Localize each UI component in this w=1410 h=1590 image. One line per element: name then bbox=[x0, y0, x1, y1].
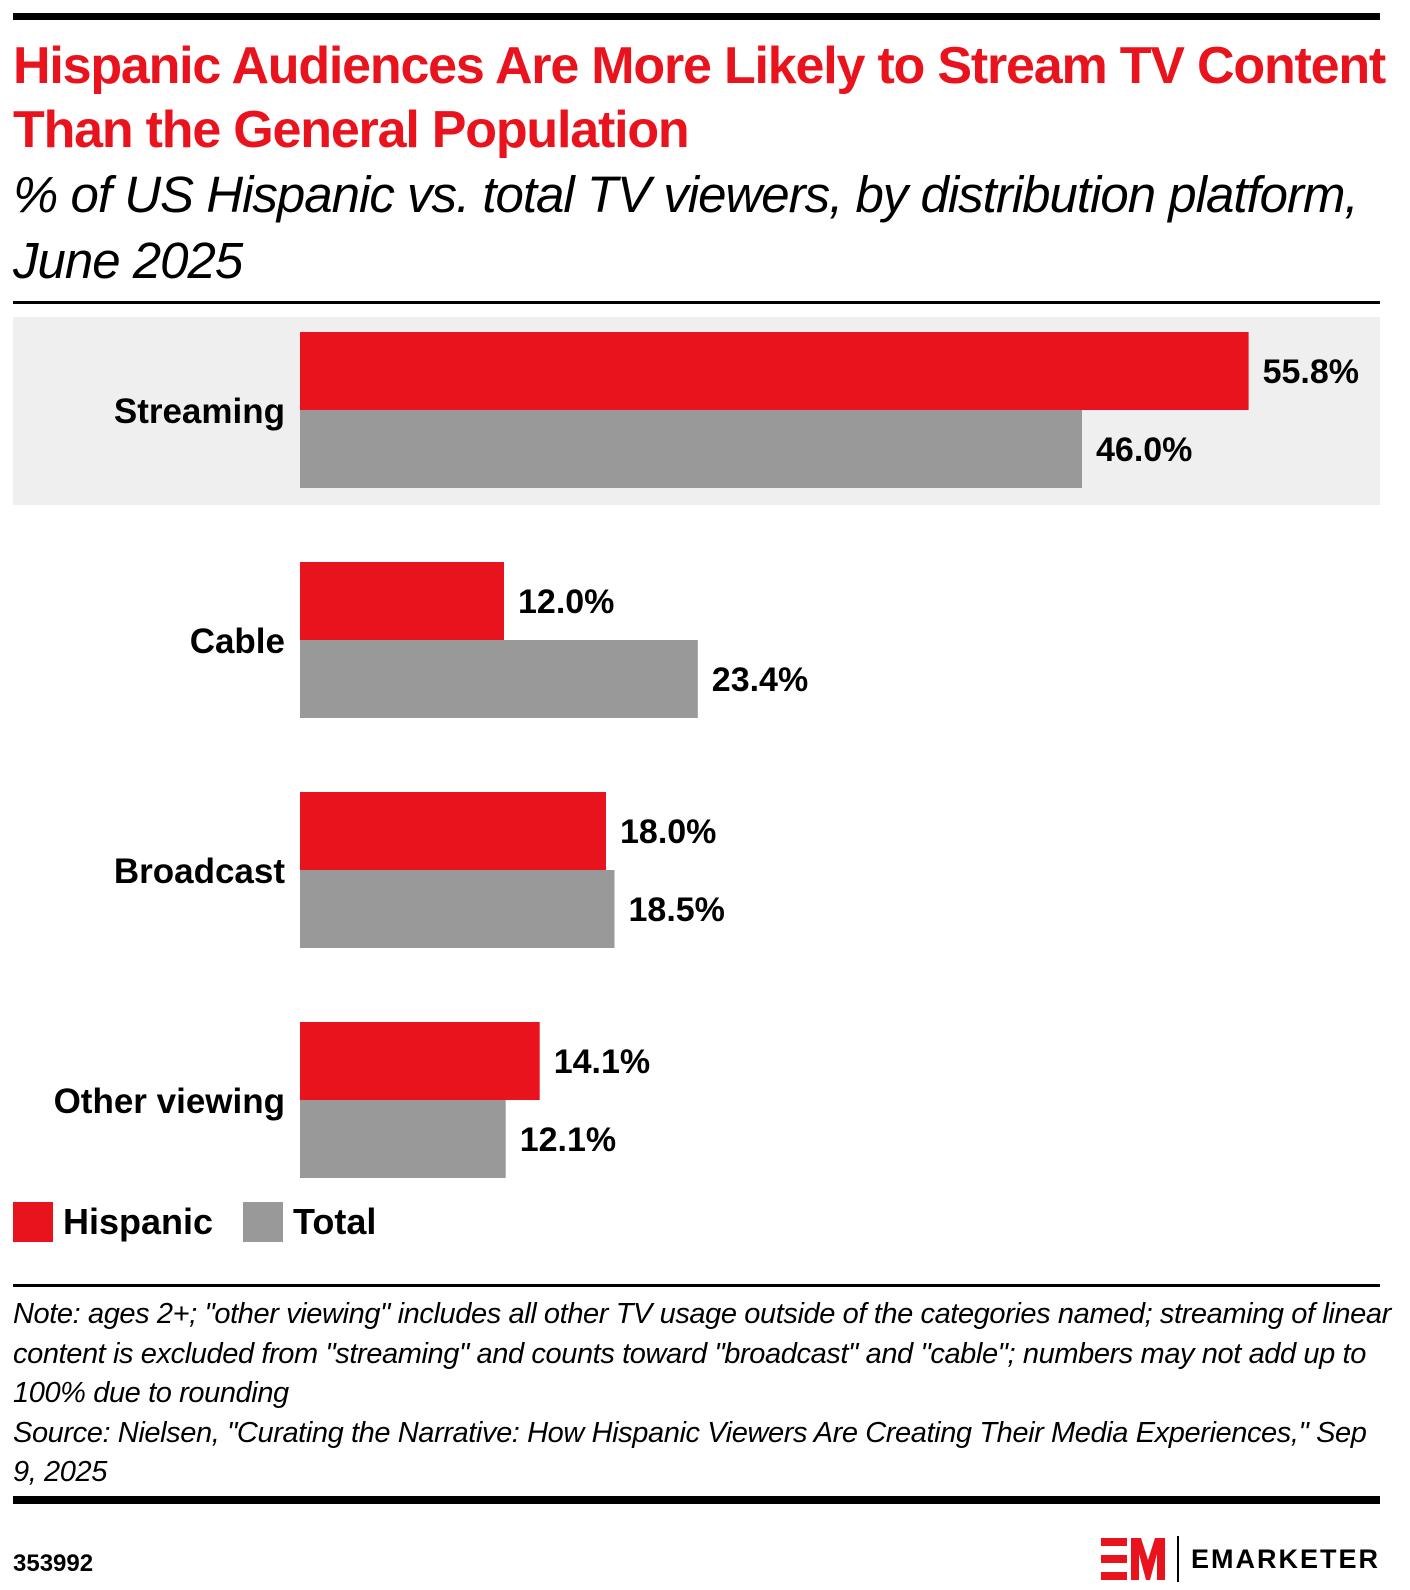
legend: Hispanic Total bbox=[13, 1201, 406, 1243]
em-logo-icon bbox=[1100, 1538, 1165, 1580]
chart-subtitle: % of US Hispanic vs. total TV viewers, b… bbox=[13, 166, 1359, 289]
legend-item-hispanic: Hispanic bbox=[13, 1201, 213, 1243]
bar-total-streaming bbox=[300, 410, 1082, 488]
data-label: 14.1% bbox=[554, 1043, 650, 1081]
category-label: Other viewing bbox=[54, 1082, 285, 1121]
data-label: 23.4% bbox=[712, 661, 808, 699]
footnote: Note: ages 2+; "other viewing" includes … bbox=[13, 1295, 1393, 1493]
brand-separator bbox=[1176, 1536, 1179, 1582]
bar-hispanic-cable bbox=[300, 562, 504, 640]
bar-hispanic-streaming bbox=[300, 332, 1249, 410]
bar-total-other-viewing bbox=[300, 1100, 506, 1178]
brand-name: EMARKETER bbox=[1190, 1543, 1380, 1574]
bar-hispanic-other-viewing bbox=[300, 1022, 540, 1100]
chart-id: 353992 bbox=[13, 1550, 94, 1577]
brand-logo: EMARKETER bbox=[1100, 1536, 1380, 1582]
data-label: 18.0% bbox=[620, 813, 716, 851]
bar-total-cable bbox=[300, 640, 698, 718]
data-label: 12.0% bbox=[518, 583, 614, 621]
bar-total-broadcast bbox=[300, 870, 615, 948]
source-text: Source: Nielsen, "Curating the Narrative… bbox=[13, 1416, 1367, 1489]
top-rule bbox=[13, 13, 1380, 20]
data-label: 18.5% bbox=[629, 891, 725, 929]
category-label: Cable bbox=[190, 622, 285, 661]
chart-title: Hispanic Audiences Are More Likely to St… bbox=[13, 37, 1386, 159]
legend-item-total: Total bbox=[243, 1201, 376, 1243]
data-label: 12.1% bbox=[520, 1121, 616, 1159]
data-label: 46.0% bbox=[1096, 431, 1192, 469]
bar-hispanic-broadcast bbox=[300, 792, 606, 870]
legend-swatch-total bbox=[243, 1202, 284, 1242]
category-label: Streaming bbox=[114, 392, 285, 431]
footer-top-rule bbox=[13, 1284, 1380, 1287]
legend-label: Total bbox=[293, 1201, 377, 1242]
footer-bottom-rule bbox=[13, 1496, 1380, 1504]
category-label: Broadcast bbox=[114, 852, 286, 891]
legend-label: Hispanic bbox=[63, 1201, 214, 1242]
note-text: Note: ages 2+; "other viewing" includes … bbox=[13, 1298, 1391, 1409]
data-label: 55.8% bbox=[1263, 353, 1359, 391]
legend-swatch-hispanic bbox=[13, 1202, 53, 1242]
title-rule bbox=[13, 301, 1380, 304]
bar-chart: Streaming 55.8% 46.0% Cable 12.0% 23.4% Broadc… bbox=[13, 317, 1380, 1178]
